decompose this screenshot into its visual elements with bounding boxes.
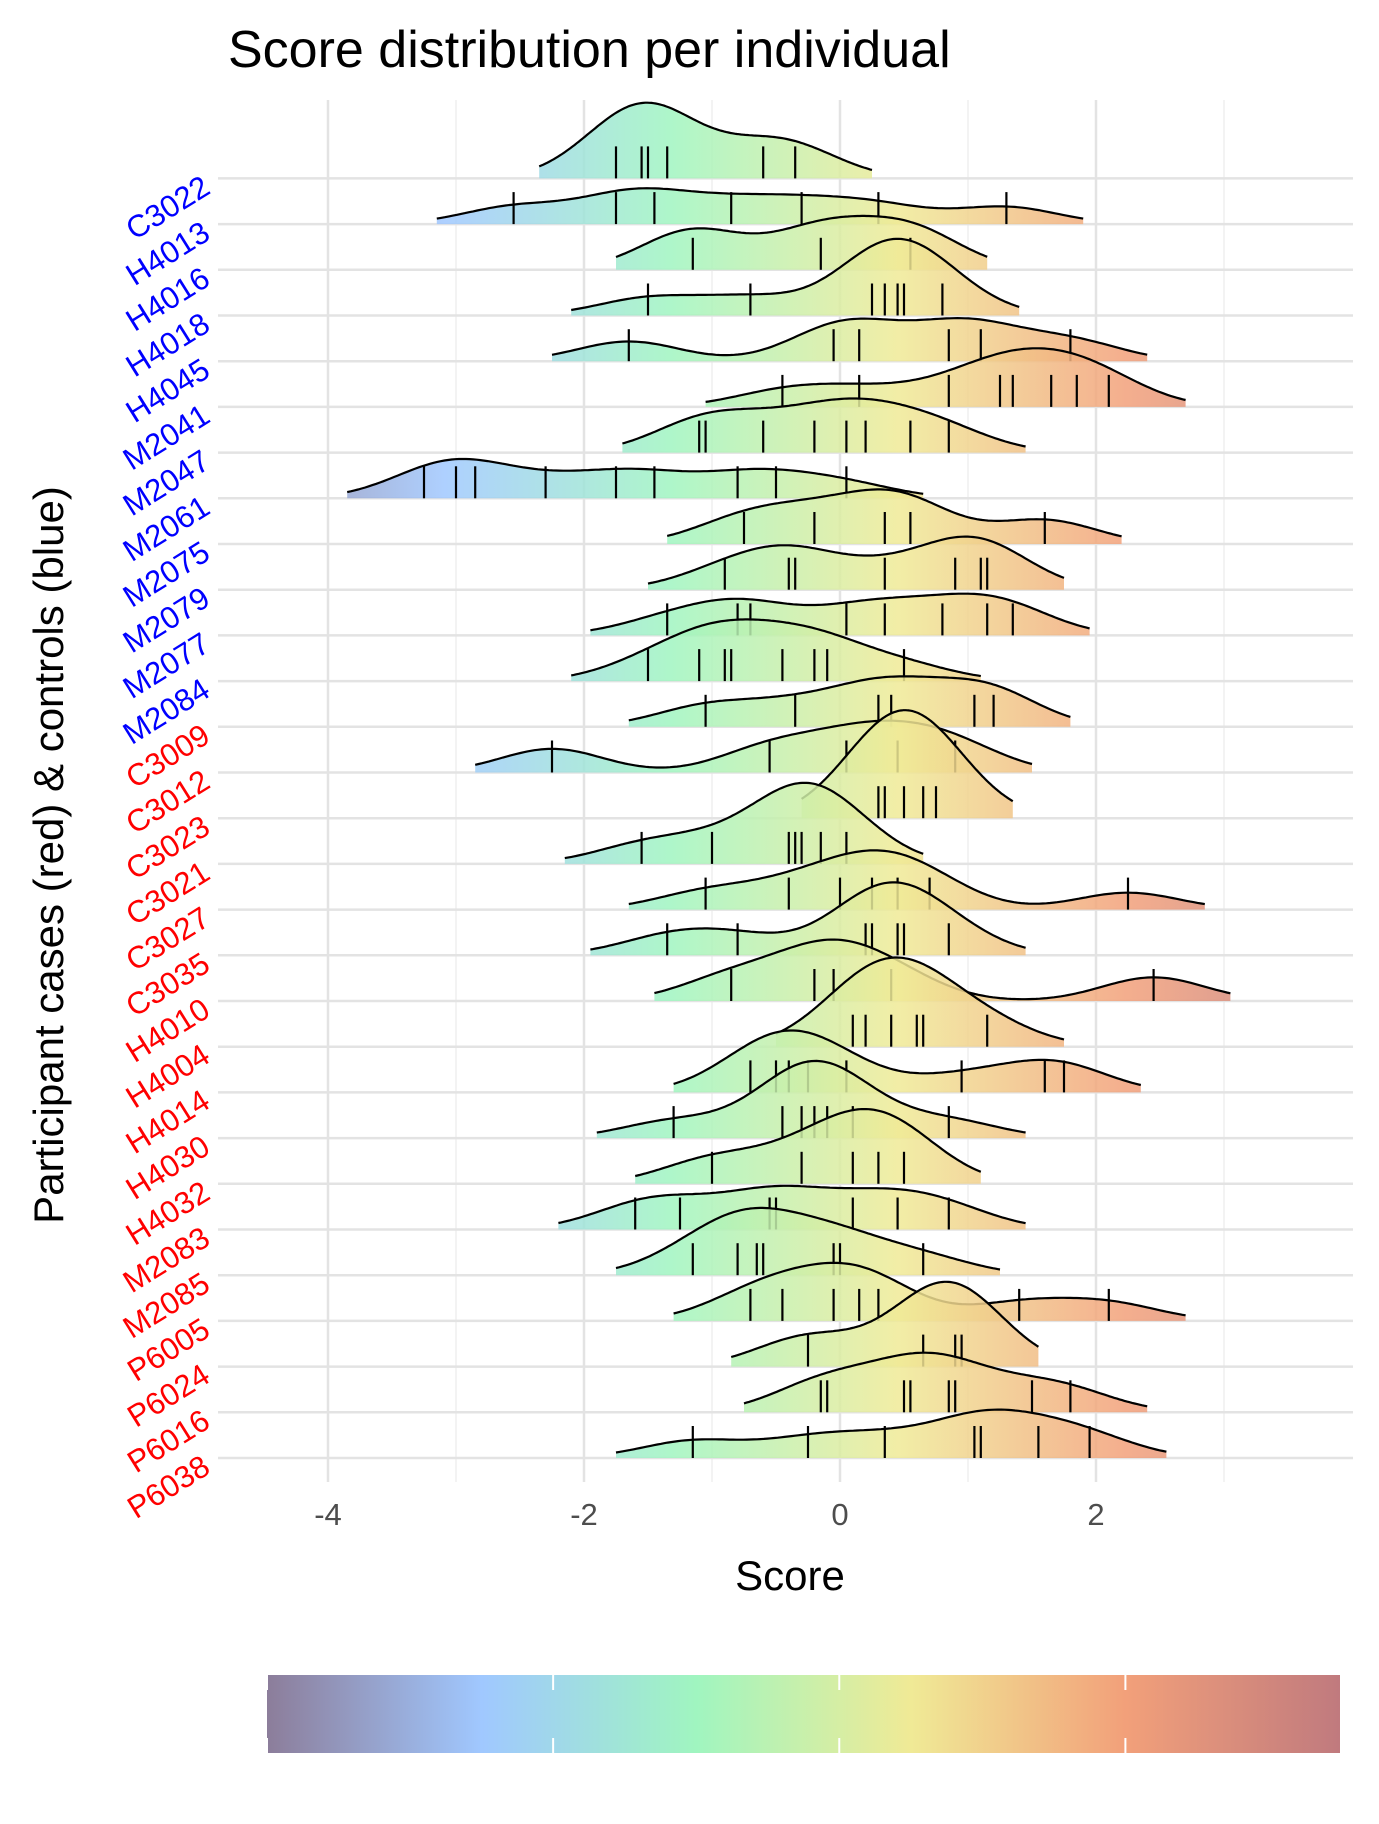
- ridge-P6016: [743, 1351, 1148, 1413]
- ridge-P6038: [615, 1408, 1167, 1458]
- ridge-outline: [615, 1206, 1001, 1271]
- ridge-C3009: [628, 675, 1071, 727]
- chart-title: Score distribution per individual: [228, 21, 951, 79]
- x-tick-label: -2: [570, 1497, 598, 1532]
- ridge-outline: [622, 397, 1026, 448]
- ridge-M2041: [705, 347, 1186, 407]
- y-axis-labels: C3022H4013H4016H4018H4045M2041M2047M2061…: [117, 169, 216, 1526]
- ridge-outline: [346, 457, 924, 495]
- ridge-M2075: [666, 488, 1122, 544]
- ridge-C3022: [538, 101, 873, 179]
- ridge-M2079: [647, 535, 1065, 590]
- ridge-area: [616, 1409, 1167, 1458]
- ridge-area: [564, 782, 924, 864]
- ridge-area: [558, 1185, 1026, 1230]
- y-axis-title: Participant cases (red) & controls (blue…: [25, 486, 72, 1224]
- colorbar-legend: [267, 1675, 1340, 1753]
- ridge-area: [628, 676, 1071, 727]
- ridge-area: [590, 882, 1026, 956]
- ridge-area: [436, 188, 1084, 225]
- ridge-outline: [596, 1059, 1026, 1134]
- ridge-outline: [571, 237, 1020, 312]
- ridge-outline: [628, 849, 1205, 906]
- ridge-area: [673, 1262, 1186, 1321]
- ridge-M2083: [558, 1184, 1026, 1230]
- ridge-area: [635, 1109, 981, 1184]
- ridge-H4004: [775, 956, 1065, 1047]
- ridge-P6024: [730, 1280, 1040, 1367]
- ridge-outline: [730, 1280, 1040, 1359]
- x-axis-ticks: -4 -2 0 2: [314, 1497, 1104, 1532]
- ridge-M2085: [615, 1206, 1001, 1276]
- ridge-outline: [775, 956, 1065, 1041]
- ridge-area: [705, 348, 1186, 407]
- ridge-area: [616, 1207, 1000, 1276]
- ridge-area: [571, 619, 981, 682]
- ridge-outline: [570, 618, 982, 678]
- ridge-H4030: [596, 1059, 1026, 1139]
- ridge-outline: [705, 347, 1186, 403]
- ridge-area: [571, 238, 1020, 316]
- ridges: [346, 101, 1231, 1458]
- ridge-outline: [743, 1351, 1148, 1408]
- x-axis-title: Score: [735, 1552, 845, 1599]
- ridge-outline: [564, 781, 924, 860]
- ridge-outline: [634, 1108, 982, 1178]
- ridge-area: [596, 1060, 1026, 1139]
- ridge-area: [628, 850, 1205, 910]
- ridge-area: [539, 102, 872, 179]
- ridge-C3023: [800, 709, 1014, 819]
- ridge-outline: [590, 881, 1026, 951]
- x-tick-label: 2: [1087, 1497, 1104, 1532]
- ridge-area: [552, 318, 1148, 362]
- ridge-outline: [647, 535, 1065, 585]
- ridge-outline: [615, 214, 988, 259]
- ridge-C3035: [590, 881, 1026, 956]
- ridge-M2047: [622, 397, 1026, 453]
- ridge-H4032: [634, 1108, 982, 1184]
- ridge-H4013: [436, 187, 1084, 225]
- ridge-outline: [436, 187, 1084, 220]
- colorbar-ticks: [266, 1675, 1127, 1753]
- ridge-outline: [615, 1408, 1167, 1454]
- ridge-area: [801, 710, 1013, 819]
- ridge-H4018: [571, 237, 1020, 316]
- ridge-area: [654, 939, 1231, 1001]
- ridge-H4045: [551, 316, 1148, 362]
- ridge-outline: [538, 101, 873, 171]
- ridge-M2084: [570, 618, 982, 682]
- ridge-M2061: [346, 457, 924, 499]
- x-tick-label: -4: [314, 1497, 342, 1532]
- ridge-area: [347, 459, 924, 499]
- x-tick-label: 0: [831, 1497, 848, 1532]
- ridge-outline: [800, 709, 1014, 803]
- ridge-outline: [628, 675, 1071, 722]
- ridge-outline: [590, 592, 1090, 632]
- ridge-area: [744, 1352, 1148, 1413]
- ridge-outline: [551, 316, 1148, 357]
